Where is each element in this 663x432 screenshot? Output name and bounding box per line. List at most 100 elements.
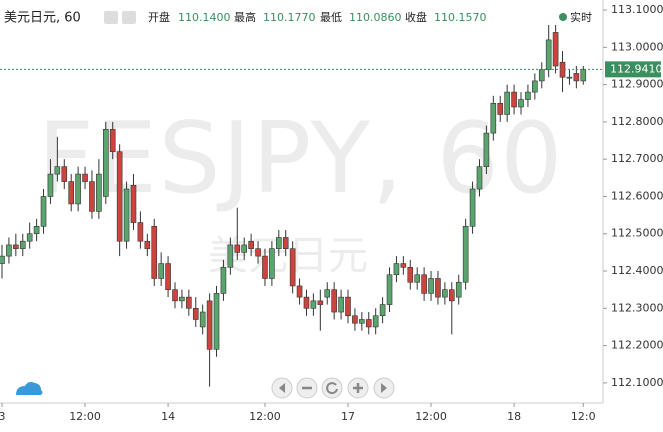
candle-body <box>54 166 61 175</box>
candle-body <box>545 39 552 71</box>
candle-body <box>179 296 185 302</box>
candle-body <box>483 132 490 167</box>
candle-body <box>511 91 517 108</box>
x-tick-label: 12:00 <box>249 410 281 423</box>
candle-body <box>82 173 88 182</box>
candle-body <box>289 248 296 287</box>
candle-body <box>6 244 12 257</box>
field-value: 110.0860 <box>349 11 402 24</box>
x-tick-label: 12:00 <box>415 410 447 423</box>
x-tick-label: 12:00 <box>69 410 101 423</box>
candle-body <box>227 244 234 268</box>
candle-body <box>448 289 455 302</box>
y-tick-label: 112.6000 <box>611 189 663 202</box>
candle-body <box>379 304 386 317</box>
x-tick-label: 14 <box>161 410 175 423</box>
candle-body <box>490 102 497 134</box>
candle-body <box>96 173 102 212</box>
candle-body <box>206 300 213 350</box>
candle-body <box>137 222 144 242</box>
candle-body <box>213 293 220 350</box>
candle-body <box>573 73 580 82</box>
candle-body <box>68 181 74 205</box>
candle-body <box>61 166 68 182</box>
candle-body <box>269 248 275 279</box>
y-tick-label: 113.0000 <box>611 40 663 53</box>
y-tick-label: 112.2000 <box>611 339 663 352</box>
candle-body <box>345 296 351 317</box>
field-value: 110.1570 <box>434 11 487 24</box>
candle-body <box>255 248 261 257</box>
candle-body <box>234 244 241 253</box>
x-tick-label: 3 <box>0 410 6 423</box>
candle-body <box>428 278 434 294</box>
candle-body <box>296 285 303 298</box>
logo <box>16 382 43 395</box>
candle-body <box>566 76 573 79</box>
candle-body <box>476 166 483 190</box>
candle-body <box>518 99 524 108</box>
y-tick-label: 112.3000 <box>611 301 663 314</box>
candle-body <box>123 188 130 242</box>
nav <box>271 377 395 399</box>
candle-body <box>40 196 47 227</box>
x-tick-label: 17 <box>341 410 355 423</box>
candle-body <box>435 278 441 298</box>
candle-body <box>262 255 268 279</box>
candle-body <box>103 129 109 197</box>
candle-body <box>372 315 379 328</box>
candle-body <box>47 173 54 197</box>
candle-body <box>151 225 158 279</box>
candle-body <box>393 263 400 276</box>
candle-body <box>317 300 324 305</box>
field-value: 110.1400 <box>178 11 231 24</box>
candle-body <box>455 281 462 298</box>
field-value: 110.1770 <box>263 11 316 24</box>
candle-body <box>359 319 365 324</box>
y-tick-label: 112.8000 <box>611 115 663 128</box>
candle-body <box>338 296 344 313</box>
realtime-label: 实时 <box>570 10 592 24</box>
field-label: 最低 <box>320 11 342 24</box>
candle-body <box>352 315 358 324</box>
current-price-label: 112.9410 <box>610 62 663 75</box>
candle-body <box>220 266 227 294</box>
candle-body <box>442 289 448 298</box>
candle-body <box>365 319 372 328</box>
candle-body <box>303 296 310 309</box>
candle-body <box>414 274 421 283</box>
candle-body <box>310 300 317 309</box>
candle-body <box>525 91 531 100</box>
nav-reset[interactable] <box>321 377 343 399</box>
candle-body <box>331 289 337 313</box>
candle-body <box>282 237 289 249</box>
y-tick-label: 112.1000 <box>611 376 663 389</box>
icon[interactable] <box>104 11 118 24</box>
candle-body <box>248 240 254 249</box>
candle-body <box>26 233 33 242</box>
candle-body <box>144 240 151 249</box>
icon[interactable] <box>122 11 136 24</box>
field-label: 开盘 <box>148 10 170 24</box>
candle-body <box>0 255 5 264</box>
candle-body <box>19 240 26 249</box>
candle-body <box>275 237 282 249</box>
candle-body <box>532 80 538 93</box>
current-price-box <box>605 61 661 78</box>
field-label: 收盘 <box>405 10 427 24</box>
x-tick-label: 18 <box>507 410 521 423</box>
candle-body <box>130 184 137 223</box>
candle-body <box>33 225 40 235</box>
candle-body <box>116 151 123 242</box>
candle-body <box>400 263 407 268</box>
realtime-dot <box>559 13 567 21</box>
candle-body <box>13 244 19 249</box>
candle-body <box>324 289 331 298</box>
candle-body <box>421 274 427 294</box>
candle-body <box>386 274 393 305</box>
candle-body <box>172 289 178 302</box>
candle-body <box>241 244 247 253</box>
candle-body <box>552 32 559 67</box>
